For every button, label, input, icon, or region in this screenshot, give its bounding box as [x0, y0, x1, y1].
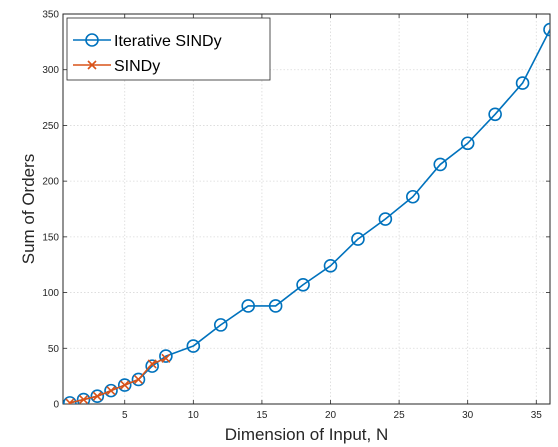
data-point-iterative-sindy	[268, 299, 283, 313]
series-iterative-sindy	[63, 22, 550, 404]
data-point-iterative-sindy	[213, 318, 228, 332]
x-tick-label: 35	[531, 410, 543, 421]
data-point-iterative-sindy	[104, 383, 118, 398]
data-point-sindy	[65, 398, 75, 404]
legend-box	[66, 17, 271, 81]
data-point-iterative-sindy	[63, 396, 77, 404]
data-point-iterative-sindy	[117, 378, 132, 392]
data-point-iterative-sindy	[241, 299, 255, 313]
legend-label-sindy: SINDy	[114, 58, 160, 75]
y-axis-label: Sum of Orders	[19, 154, 38, 265]
legend: Iterative SINDy SINDy	[66, 17, 271, 81]
data-point-sindy	[106, 386, 116, 396]
y-tick-label: 50	[48, 344, 60, 355]
data-point-sindy	[147, 359, 157, 369]
y-tick-label: 200	[42, 177, 59, 188]
y-tick-label: 150	[42, 232, 59, 243]
y-tick-label: 100	[42, 288, 59, 299]
data-point-iterative-sindy	[543, 22, 550, 37]
data-point-iterative-sindy	[296, 277, 310, 292]
x-tick-label: 10	[188, 410, 200, 421]
data-point-iterative-sindy	[131, 372, 146, 387]
legend-x-shape	[87, 60, 97, 70]
legend-label-iterative-sindy: Iterative SINDy	[114, 33, 222, 50]
x-tick-label: 25	[394, 410, 406, 421]
data-point-sindy	[161, 353, 171, 363]
y-tick-label: 250	[42, 121, 59, 132]
legend-marker-iterative-sindy	[85, 33, 99, 47]
y-tick-label: 350	[42, 10, 59, 21]
data-point-sindy	[133, 374, 144, 385]
x-tick-label: 15	[256, 410, 268, 421]
data-point-iterative-sindy	[406, 189, 420, 204]
legend-marker-sindy	[87, 60, 97, 70]
plot-frame	[62, 13, 551, 405]
legend-entry-sindy: SINDy	[73, 58, 160, 75]
y-tick-label: 0	[53, 400, 59, 411]
data-point-sindy	[92, 391, 102, 401]
data-point-iterative-sindy	[378, 212, 393, 226]
series-sindy	[65, 353, 171, 404]
data-point-sindy	[79, 394, 89, 404]
x-tick-label: 30	[462, 410, 474, 421]
data-point-iterative-sindy	[323, 259, 338, 273]
data-point-iterative-sindy	[515, 76, 530, 90]
x-tick-label: 5	[122, 410, 128, 421]
data-point-iterative-sindy	[351, 232, 365, 246]
data-point-iterative-sindy	[186, 339, 201, 353]
x-tick-label: 20	[325, 410, 337, 421]
data-point-iterative-sindy	[433, 157, 448, 172]
x-axis-label: Dimension of Input, N	[225, 425, 388, 444]
data-point-sindy	[120, 380, 130, 390]
data-point-iterative-sindy	[145, 359, 159, 373]
data-point-iterative-sindy	[90, 389, 105, 404]
series-layer	[63, 22, 550, 404]
y-tick-label: 300	[42, 65, 59, 76]
series-line-iterative-sindy	[69, 29, 550, 404]
data-point-iterative-sindy	[460, 136, 475, 151]
data-point-iterative-sindy	[76, 392, 91, 404]
legend-entry-iterative-sindy: Iterative SINDy	[73, 33, 222, 50]
data-point-iterative-sindy	[488, 107, 502, 122]
data-point-iterative-sindy	[159, 349, 173, 363]
